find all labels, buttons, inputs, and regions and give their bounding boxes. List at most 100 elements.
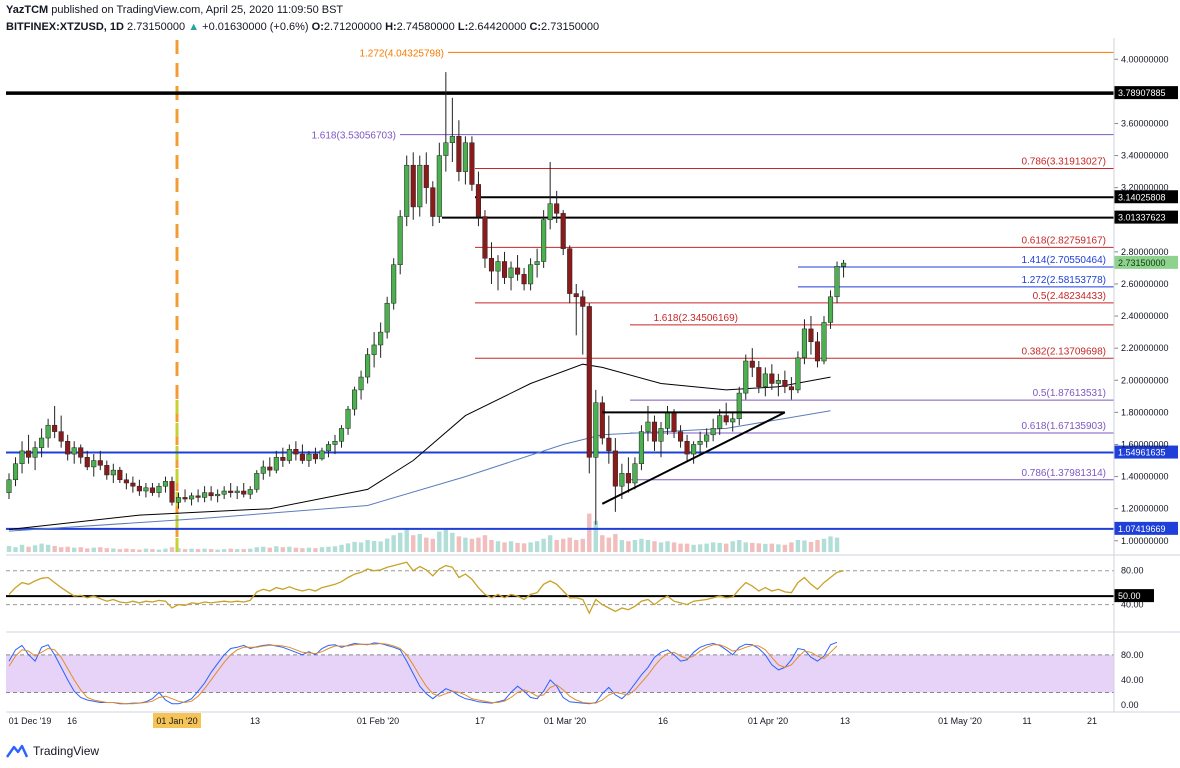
candle-body <box>325 444 332 452</box>
candle-body <box>221 490 227 495</box>
candle-body <box>358 376 364 391</box>
volume-bar <box>424 537 429 552</box>
volume-bar <box>737 540 742 552</box>
volume-bar <box>358 542 364 552</box>
volume-bar <box>52 546 57 552</box>
level-price-label: 1.54961635 <box>1118 448 1166 458</box>
candle-body <box>573 293 579 298</box>
candle-body <box>241 490 247 495</box>
x-tick-label: 01 Mar '20 <box>544 716 586 726</box>
x-tick-label: 01 Dec '19 <box>9 716 52 726</box>
volume-bar <box>293 547 299 552</box>
y-tick-label: 2.80000000 <box>1121 247 1169 257</box>
volume-bar <box>176 548 181 552</box>
current-price-label: 2.73150000 <box>1118 258 1166 268</box>
volume-bar <box>606 537 612 552</box>
price-axis[interactable]: 4.00000000 3.60000000 3.40000000 3.20000000… <box>1114 54 1178 546</box>
level-label: 1.414(2.70550464) <box>1021 255 1106 266</box>
tradingview-logo-text: TradingView <box>33 744 100 758</box>
volume-bar <box>456 536 462 552</box>
volume-bar <box>697 544 703 552</box>
published-text: published on TradingView.com, April 25, … <box>51 4 344 16</box>
volume-bar <box>156 549 162 552</box>
volume-bar <box>398 532 403 552</box>
volume-bar <box>215 549 220 552</box>
candle-body <box>338 428 345 442</box>
volume-bar <box>815 540 820 552</box>
rsi-level-label: 50.00 <box>1118 591 1141 601</box>
candle-body <box>417 164 423 208</box>
y-tick-label: 1.80000000 <box>1121 407 1169 417</box>
candle-body <box>260 466 266 474</box>
price-chart[interactable]: 1.272(4.04325798) 3.78907885 1.618(3.53056… <box>0 38 1180 738</box>
time-axis[interactable]: 01 Dec '19 16 01 Jan '20 13 01 Feb '20 17 01 M… <box>9 713 1097 728</box>
y-tick-label: 2.00000000 <box>1121 375 1169 385</box>
candle-body <box>599 402 605 439</box>
rsi-level-tag <box>1114 589 1154 603</box>
candle-body <box>65 441 71 455</box>
symbol-legend: BITFINEX:XTZUSD, 1D 2.73150000 ▲ +0.0163… <box>6 21 599 33</box>
candle-body <box>788 386 794 391</box>
volume-bar <box>534 541 540 552</box>
candle-body <box>254 473 260 490</box>
candle-body <box>606 437 612 452</box>
volume-bar <box>78 547 83 552</box>
volume-bar <box>769 543 775 552</box>
candle-body <box>697 441 703 445</box>
volume-bar <box>691 544 696 552</box>
candle-body <box>756 367 762 387</box>
candle-body <box>149 487 155 493</box>
candle-body <box>749 360 755 368</box>
low-value: 2.64420000 <box>468 21 527 33</box>
candle-body <box>508 267 514 278</box>
candle-body <box>580 296 586 307</box>
candle-body <box>110 469 116 476</box>
volume-bar <box>124 548 129 552</box>
volume-bar <box>463 537 468 552</box>
volume-bar <box>645 540 651 552</box>
volume-bar <box>756 543 761 552</box>
volume-bar <box>313 548 318 552</box>
level-label: 0.618(2.82759167) <box>1021 235 1106 246</box>
publisher-name[interactable]: YazTCM <box>6 4 49 16</box>
candle-body <box>6 479 12 493</box>
volume-bar <box>241 549 246 552</box>
candle-body <box>130 482 136 487</box>
x-tick-label: 01 Jan '20 <box>156 716 197 726</box>
candle-body <box>658 428 664 442</box>
candle-body <box>378 331 384 346</box>
tradingview-logo[interactable]: TradingView <box>6 744 99 758</box>
candle-body <box>39 437 45 448</box>
ma200-line <box>8 410 831 532</box>
level-price-tag <box>1114 521 1178 535</box>
y-tick-label: 4.00000000 <box>1121 54 1169 64</box>
triangle-bottom-line <box>601 411 786 505</box>
level-price-tag <box>1114 445 1178 459</box>
volume-bar <box>561 538 566 552</box>
volume-bar <box>287 546 292 552</box>
volume-bar <box>326 546 331 552</box>
y-tick-label: 1.40000000 <box>1121 472 1169 482</box>
volume-bar <box>300 548 305 552</box>
symbol-name[interactable]: BITFINEX:XTZUSD, 1D <box>6 21 124 33</box>
volume-bar <box>235 549 240 552</box>
volume-bar <box>371 540 377 552</box>
volume-bar <box>91 547 96 552</box>
candlesticks <box>6 72 847 525</box>
candle-body <box>404 164 410 217</box>
volume-bar <box>339 544 344 552</box>
candle-body <box>567 248 573 294</box>
candle-body <box>449 136 455 143</box>
volume-bar <box>580 538 585 552</box>
x-tick-label: 16 <box>658 716 668 726</box>
volume-bar <box>6 546 12 552</box>
volume-bar <box>32 545 38 552</box>
volume-bar <box>587 513 592 552</box>
candle-body <box>332 441 338 445</box>
volume-bar <box>730 541 735 552</box>
candle-body <box>710 428 716 436</box>
candle-body <box>273 457 279 471</box>
candle-body <box>234 490 240 493</box>
candle-body <box>371 344 377 355</box>
